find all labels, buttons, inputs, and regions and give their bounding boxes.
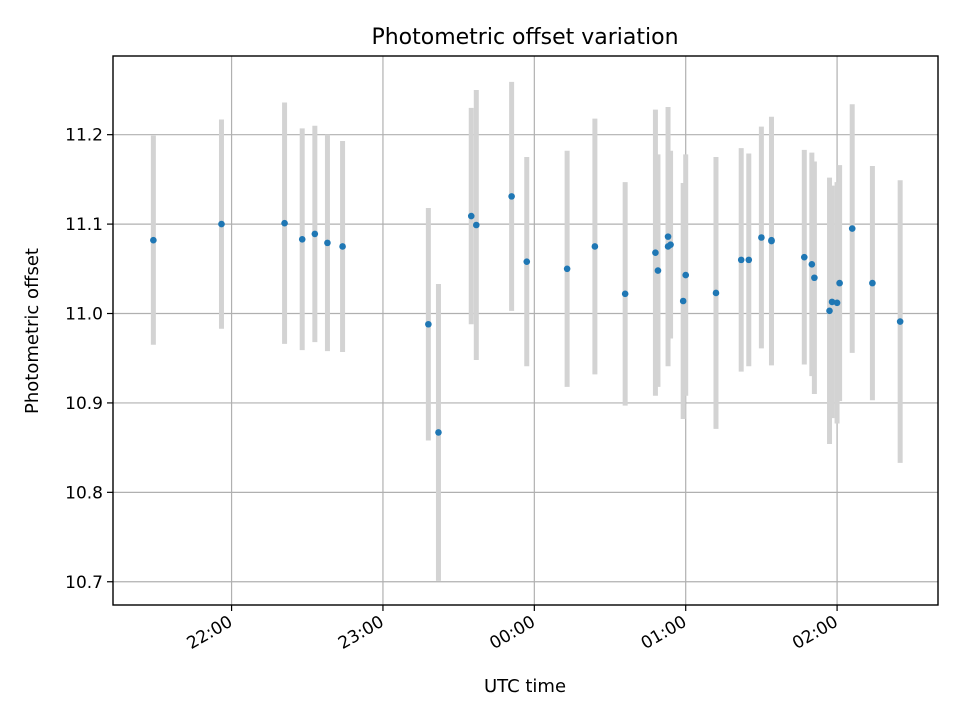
- data-point: [826, 307, 833, 315]
- data-point: [298, 235, 306, 243]
- data-point: [712, 289, 720, 297]
- data-point: [218, 220, 225, 228]
- data-point: [311, 230, 319, 238]
- chart-title: Photometric offset variation: [371, 25, 678, 50]
- data-point: [800, 253, 808, 261]
- data-point: [281, 219, 288, 227]
- x-axis-label: UTC time: [484, 676, 566, 697]
- data-point: [848, 225, 856, 232]
- data-point: [473, 221, 480, 229]
- data-point: [896, 318, 904, 325]
- data-point: [745, 256, 753, 264]
- data-point: [621, 290, 629, 298]
- data-point: [836, 279, 843, 287]
- y-tick-label: 11.0: [65, 305, 103, 325]
- data-point: [435, 429, 442, 436]
- data-point: [591, 243, 599, 250]
- y-tick-label: 10.9: [65, 394, 103, 414]
- y-tick-label: 11.2: [65, 126, 103, 146]
- data-point: [828, 298, 836, 306]
- data-point: [833, 299, 841, 307]
- data-point: [324, 239, 331, 247]
- data-point: [679, 297, 687, 305]
- y-axis-label: Photometric offset: [22, 248, 43, 414]
- y-tick-label: 11.1: [65, 215, 103, 235]
- data-point: [150, 236, 157, 244]
- data-point: [523, 258, 531, 265]
- data-point: [737, 256, 745, 264]
- data-point: [758, 234, 765, 241]
- data-point: [664, 233, 672, 240]
- data-point: [652, 249, 659, 257]
- data-points: [150, 193, 904, 436]
- data-point: [563, 265, 571, 273]
- data-point: [768, 236, 775, 244]
- data-point: [467, 212, 475, 220]
- data-point: [339, 243, 346, 250]
- data-point: [808, 261, 816, 268]
- plot-frame: [112, 55, 939, 606]
- data-point: [682, 271, 690, 279]
- y-tick-label: 10.8: [65, 483, 103, 503]
- data-point: [869, 279, 876, 287]
- data-point: [508, 193, 515, 200]
- data-point: [811, 274, 818, 282]
- y-tick-label: 10.7: [65, 573, 103, 593]
- data-point: [667, 241, 674, 248]
- data-point: [654, 267, 662, 274]
- data-point: [425, 320, 432, 328]
